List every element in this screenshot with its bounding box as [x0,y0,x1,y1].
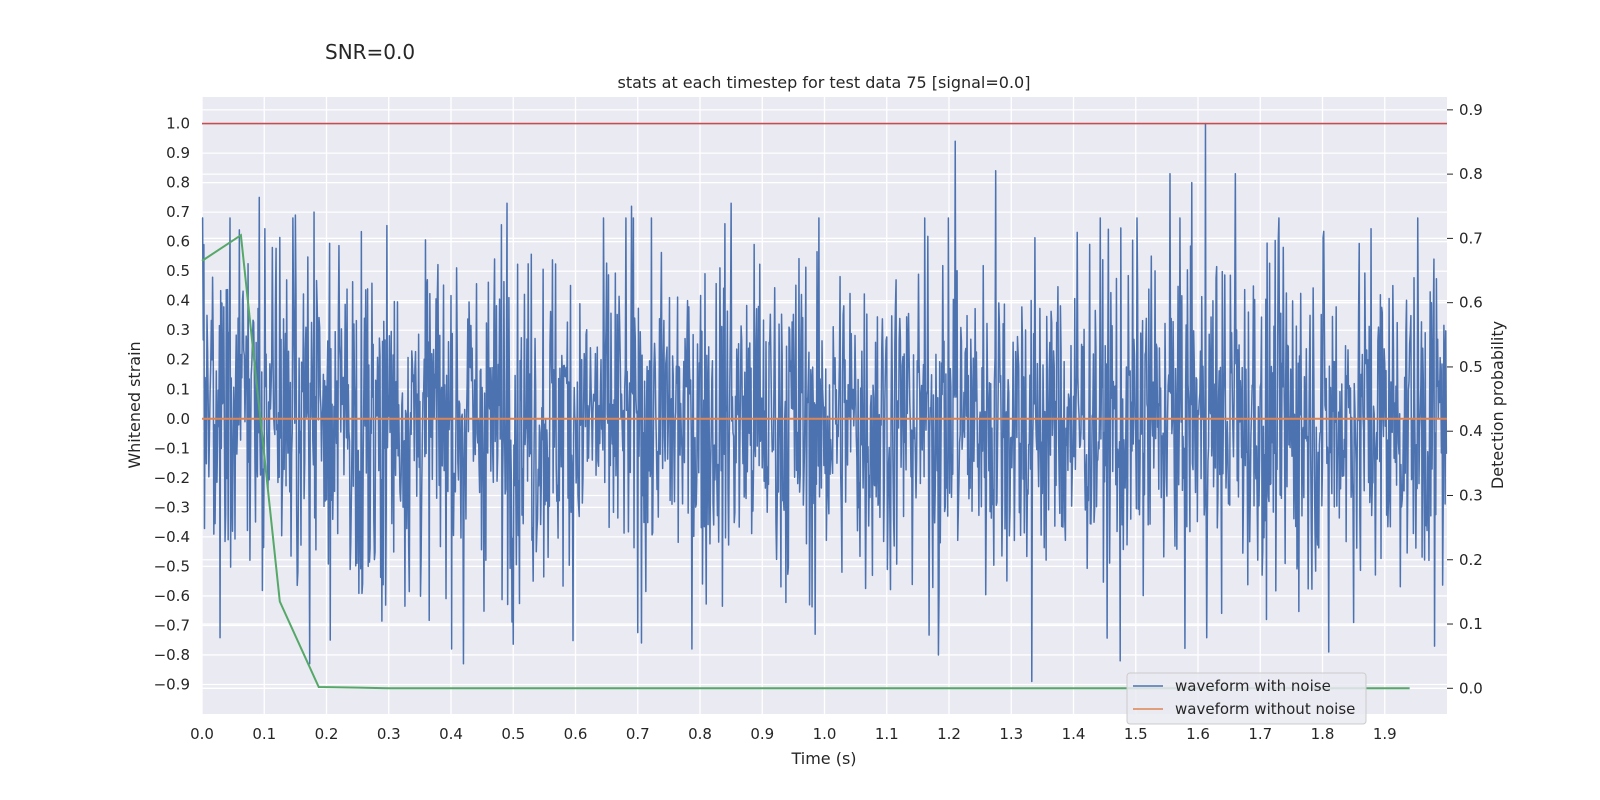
y-tick-label: 0.5 [166,262,190,280]
x-tick-label: 0.8 [688,725,712,743]
series-line-with-noise [201,122,1448,683]
x-tick-label: 1.9 [1373,725,1397,743]
x-tick-label: 1.7 [1248,725,1272,743]
y-tick-label: −0.1 [154,439,190,457]
y-tick-label: 0.3 [166,321,190,339]
x-tick-label: 0.9 [750,725,774,743]
y2-tick-label: 0.3 [1459,486,1483,504]
legend: waveform with noise waveform without noi… [1126,672,1367,725]
y-tick-label: 0.9 [166,144,190,162]
y-tick-label: 0.1 [166,380,190,398]
series-layer [201,122,1448,690]
x-tick-label: 1.1 [875,725,899,743]
x-tick-label: 0.1 [252,725,276,743]
x-tick-label: 1.2 [937,725,961,743]
figure-title: SNR=0.0 [325,40,416,64]
y-axis-label: Whitened strain [125,341,144,468]
series-line-detection-probability [201,233,1410,690]
y2-axis-label: Detection probability [1488,321,1507,489]
x-tick-label: 0.5 [501,725,525,743]
x-tick-label: 0.3 [377,725,401,743]
y2-tick-label: 0.6 [1459,294,1483,312]
y2-tick-label: 0.0 [1459,679,1483,697]
y2-tick-label: 0.5 [1459,358,1483,376]
x-tick-label: 1.5 [1124,725,1148,743]
x-tick-label: 1.6 [1186,725,1210,743]
x-tick-label: 1.8 [1311,725,1335,743]
y-tick-label: −0.8 [154,646,190,664]
y-tick-label: −0.9 [154,675,190,693]
x-tick-label: 0.4 [439,725,463,743]
legend-label-clean: waveform without noise [1175,700,1355,718]
y2-tick-label: 0.2 [1459,551,1483,569]
y-tick-label: 0.0 [166,410,190,428]
x-tick-label: 0.6 [564,725,588,743]
axes: 0.0 0.1 0.2 0.3 0.4 0.5 0.6 0.7 0.8 0.9 1.0 1.1 1.2 1… [154,101,1483,743]
legend-label-noise: waveform with noise [1175,677,1331,695]
x-tick-label: 0.0 [190,725,214,743]
y-tick-label: 0.7 [166,203,190,221]
y2-tick-label: 0.9 [1459,101,1483,119]
y2-tick-label: 0.8 [1459,165,1483,183]
y2-tick-label: 0.4 [1459,422,1483,440]
x-tick-label: 1.0 [813,725,837,743]
y-tick-label: −0.6 [154,587,190,605]
x-tick-label: 1.4 [1062,725,1086,743]
y2-tick-label: 0.7 [1459,229,1483,247]
chart-title: stats at each timestep for test data 75 … [618,73,1031,92]
y-tick-label: 0.2 [166,351,190,369]
y-tick-label: 1.0 [166,115,190,133]
x-axis-label: Time (s) [790,749,856,768]
y-tick-label: 0.8 [166,174,190,192]
x-tick-label: 0.2 [315,725,339,743]
y-tick-label: −0.7 [154,616,190,634]
legend-box [1126,672,1367,725]
y-tick-label: −0.3 [154,498,190,516]
y-tick-label: −0.5 [154,557,190,575]
y-tick-label: −0.2 [154,469,190,487]
y2-tick-label: 0.1 [1459,615,1483,633]
x-tick-label: 0.7 [626,725,650,743]
y-tick-label: −0.4 [154,528,190,546]
y-tick-label: 0.6 [166,233,190,251]
y-tick-label: 0.4 [166,292,190,310]
x-tick-label: 1.3 [999,725,1023,743]
